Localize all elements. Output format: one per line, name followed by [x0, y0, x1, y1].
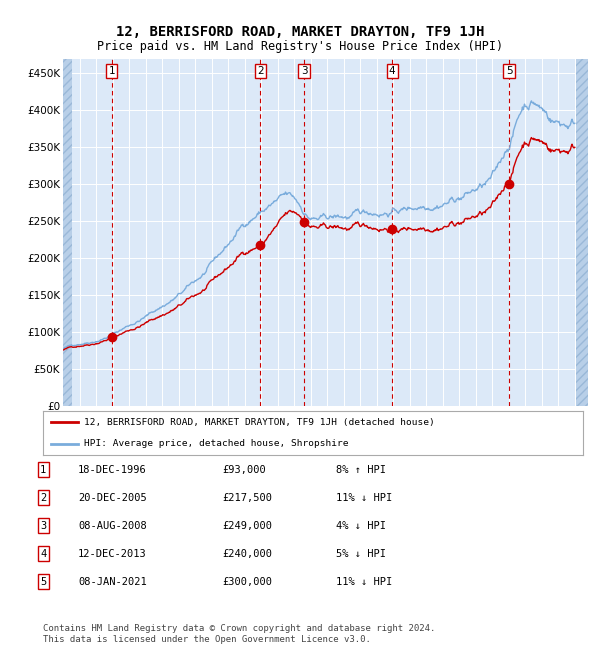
Text: 12-DEC-2013: 12-DEC-2013 [78, 549, 147, 558]
Text: 11% ↓ HPI: 11% ↓ HPI [336, 577, 392, 586]
Text: £93,000: £93,000 [222, 465, 266, 474]
Bar [577, 58, 588, 406]
Text: 12, BERRISFORD ROAD, MARKET DRAYTON, TF9 1JH: 12, BERRISFORD ROAD, MARKET DRAYTON, TF9… [116, 25, 484, 39]
Text: 18-DEC-1996: 18-DEC-1996 [78, 465, 147, 474]
Text: 1: 1 [109, 66, 115, 76]
Text: 2: 2 [257, 66, 264, 76]
Text: 1: 1 [40, 465, 46, 474]
Text: 20-DEC-2005: 20-DEC-2005 [78, 493, 147, 502]
Text: Price paid vs. HM Land Registry's House Price Index (HPI): Price paid vs. HM Land Registry's House … [97, 40, 503, 53]
Text: 5: 5 [40, 577, 46, 586]
Text: 3: 3 [301, 66, 307, 76]
Text: 11% ↓ HPI: 11% ↓ HPI [336, 493, 392, 502]
Text: £240,000: £240,000 [222, 549, 272, 558]
Text: 4: 4 [389, 66, 395, 76]
Text: 5% ↓ HPI: 5% ↓ HPI [336, 549, 386, 558]
Text: 08-JAN-2021: 08-JAN-2021 [78, 577, 147, 586]
Text: £217,500: £217,500 [222, 493, 272, 502]
Text: 3: 3 [40, 521, 46, 530]
Text: HPI: Average price, detached house, Shropshire: HPI: Average price, detached house, Shro… [83, 439, 348, 448]
Text: 4% ↓ HPI: 4% ↓ HPI [336, 521, 386, 530]
Text: 2: 2 [40, 493, 46, 502]
Text: 8% ↑ HPI: 8% ↑ HPI [336, 465, 386, 474]
Text: Contains HM Land Registry data © Crown copyright and database right 2024.
This d: Contains HM Land Registry data © Crown c… [43, 624, 436, 644]
Text: £249,000: £249,000 [222, 521, 272, 530]
Text: 08-AUG-2008: 08-AUG-2008 [78, 521, 147, 530]
Text: 12, BERRISFORD ROAD, MARKET DRAYTON, TF9 1JH (detached house): 12, BERRISFORD ROAD, MARKET DRAYTON, TF9… [83, 418, 434, 427]
Text: 5: 5 [506, 66, 512, 76]
Text: £300,000: £300,000 [222, 577, 272, 586]
Bar [63, 58, 72, 406]
Text: 4: 4 [40, 549, 46, 558]
